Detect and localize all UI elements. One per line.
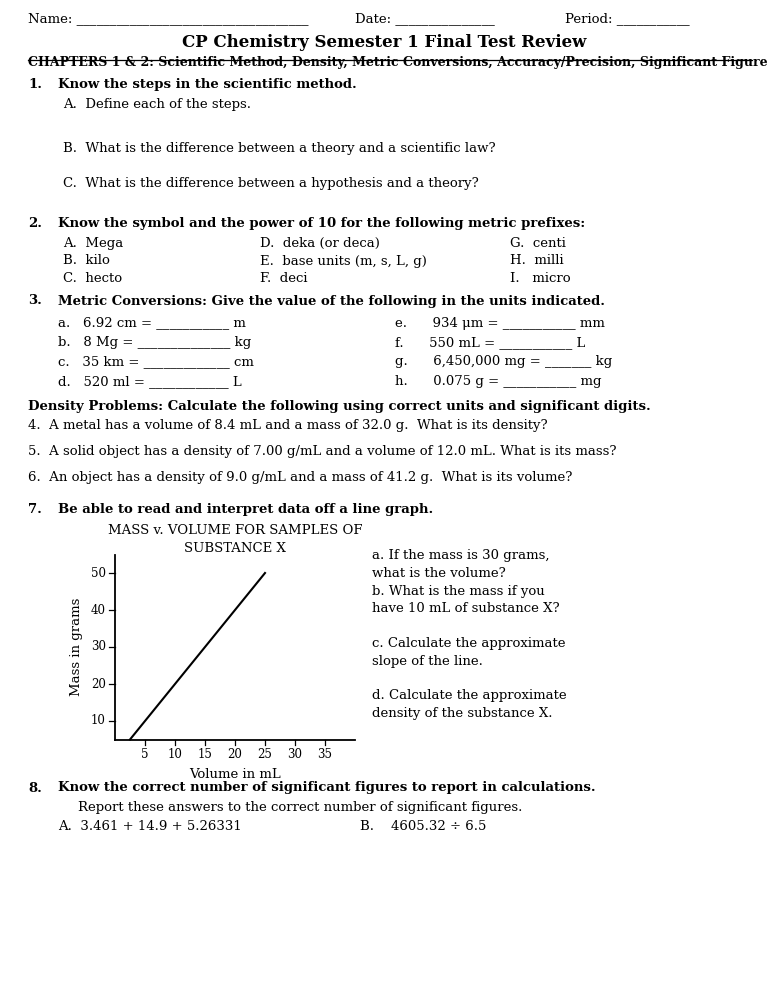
Text: 25: 25 <box>257 747 273 760</box>
Text: Period: ___________: Period: ___________ <box>565 12 690 25</box>
Text: CHAPTERS 1 & 2: Scientific Method, Density, Metric Conversions, Accuracy/Precisi: CHAPTERS 1 & 2: Scientific Method, Densi… <box>28 56 768 69</box>
Text: g.      6,450,000 mg = _______ kg: g. 6,450,000 mg = _______ kg <box>395 356 612 369</box>
Text: Know the symbol and the power of 10 for the following metric prefixes:: Know the symbol and the power of 10 for … <box>58 217 585 230</box>
Text: Name: ___________________________________: Name: __________________________________… <box>28 12 309 25</box>
Text: 5.  A solid object has a density of 7.00 g/mL and a volume of 12.0 mL. What is i: 5. A solid object has a density of 7.00 … <box>28 444 617 457</box>
Text: 4.  A metal has a volume of 8.4 mL and a mass of 32.0 g.  What is its density?: 4. A metal has a volume of 8.4 mL and a … <box>28 418 548 431</box>
Text: F.  deci: F. deci <box>260 272 307 285</box>
Text: 1.: 1. <box>28 78 42 91</box>
Text: G.  centi: G. centi <box>510 237 566 250</box>
Text: E.  base units (m, s, L, g): E. base units (m, s, L, g) <box>260 254 427 267</box>
Text: Report these answers to the correct number of significant figures.: Report these answers to the correct numb… <box>78 801 522 814</box>
Text: Date: _______________: Date: _______________ <box>355 12 495 25</box>
Text: 50: 50 <box>91 567 106 580</box>
Text: CP Chemistry Semester 1 Final Test Review: CP Chemistry Semester 1 Final Test Revie… <box>182 34 586 51</box>
Text: 10: 10 <box>91 715 106 728</box>
Text: 30: 30 <box>287 747 303 760</box>
Text: 6.  An object has a density of 9.0 g/mL and a mass of 41.2 g.  What is its volum: 6. An object has a density of 9.0 g/mL a… <box>28 470 572 483</box>
Text: B.    4605.32 ÷ 6.5: B. 4605.32 ÷ 6.5 <box>360 820 486 834</box>
Text: density of the substance X.: density of the substance X. <box>372 707 552 720</box>
Text: Know the steps in the scientific method.: Know the steps in the scientific method. <box>58 78 357 91</box>
Text: 20: 20 <box>227 747 243 760</box>
Text: 30: 30 <box>91 640 106 653</box>
Text: d.   520 ml = ____________ L: d. 520 ml = ____________ L <box>58 375 242 388</box>
Text: I.   micro: I. micro <box>510 272 571 285</box>
Text: Volume in mL: Volume in mL <box>189 767 281 780</box>
Text: e.      934 μm = ___________ mm: e. 934 μm = ___________ mm <box>395 316 605 329</box>
Text: 3.: 3. <box>28 294 42 307</box>
Text: A.  3.461 + 14.9 + 5.26331: A. 3.461 + 14.9 + 5.26331 <box>58 820 242 834</box>
Text: C.  hecto: C. hecto <box>63 272 122 285</box>
Text: C.  What is the difference between a hypothesis and a theory?: C. What is the difference between a hypo… <box>63 177 478 190</box>
Text: 35: 35 <box>317 747 333 760</box>
Text: 5: 5 <box>141 747 149 760</box>
Text: H.  milli: H. milli <box>510 254 564 267</box>
Text: SUBSTANCE X: SUBSTANCE X <box>184 543 286 556</box>
Text: c.   35 km = _____________ cm: c. 35 km = _____________ cm <box>58 356 254 369</box>
Text: d. Calculate the approximate: d. Calculate the approximate <box>372 690 567 703</box>
Text: a. If the mass is 30 grams,: a. If the mass is 30 grams, <box>372 550 549 563</box>
Text: 10: 10 <box>167 747 183 760</box>
Text: 7.: 7. <box>28 503 42 516</box>
Text: A.  Mega: A. Mega <box>63 237 123 250</box>
Text: 2.: 2. <box>28 217 42 230</box>
Text: B.  What is the difference between a theory and a scientific law?: B. What is the difference between a theo… <box>63 142 495 155</box>
Text: f.      550 mL = ___________ L: f. 550 mL = ___________ L <box>395 336 585 349</box>
Text: B.  kilo: B. kilo <box>63 254 110 267</box>
Text: b.   8 Mg = ______________ kg: b. 8 Mg = ______________ kg <box>58 336 251 349</box>
Text: Know the correct number of significant figures to report in calculations.: Know the correct number of significant f… <box>58 781 596 794</box>
Text: Be able to read and interpret data off a line graph.: Be able to read and interpret data off a… <box>58 503 433 516</box>
Text: 15: 15 <box>197 747 213 760</box>
Text: 40: 40 <box>91 603 106 616</box>
Text: h.      0.075 g = ___________ mg: h. 0.075 g = ___________ mg <box>395 375 601 388</box>
Text: D.  deka (or deca): D. deka (or deca) <box>260 237 380 250</box>
Text: Mass in grams: Mass in grams <box>71 597 84 696</box>
Text: b. What is the mass if you: b. What is the mass if you <box>372 584 545 597</box>
Text: Metric Conversions: Give the value of the following in the units indicated.: Metric Conversions: Give the value of th… <box>58 294 605 307</box>
Text: what is the volume?: what is the volume? <box>372 567 506 580</box>
Text: have 10 mL of substance X?: have 10 mL of substance X? <box>372 602 560 615</box>
Text: slope of the line.: slope of the line. <box>372 654 483 668</box>
Text: A.  Define each of the steps.: A. Define each of the steps. <box>63 98 251 111</box>
Text: c. Calculate the approximate: c. Calculate the approximate <box>372 637 565 650</box>
Text: 8.: 8. <box>28 781 42 794</box>
Text: a.   6.92 cm = ___________ m: a. 6.92 cm = ___________ m <box>58 316 246 329</box>
Text: Density Problems: Calculate the following using correct units and significant di: Density Problems: Calculate the followin… <box>28 400 650 413</box>
Text: MASS v. VOLUME FOR SAMPLES OF: MASS v. VOLUME FOR SAMPLES OF <box>108 525 362 538</box>
Text: 20: 20 <box>91 678 106 691</box>
